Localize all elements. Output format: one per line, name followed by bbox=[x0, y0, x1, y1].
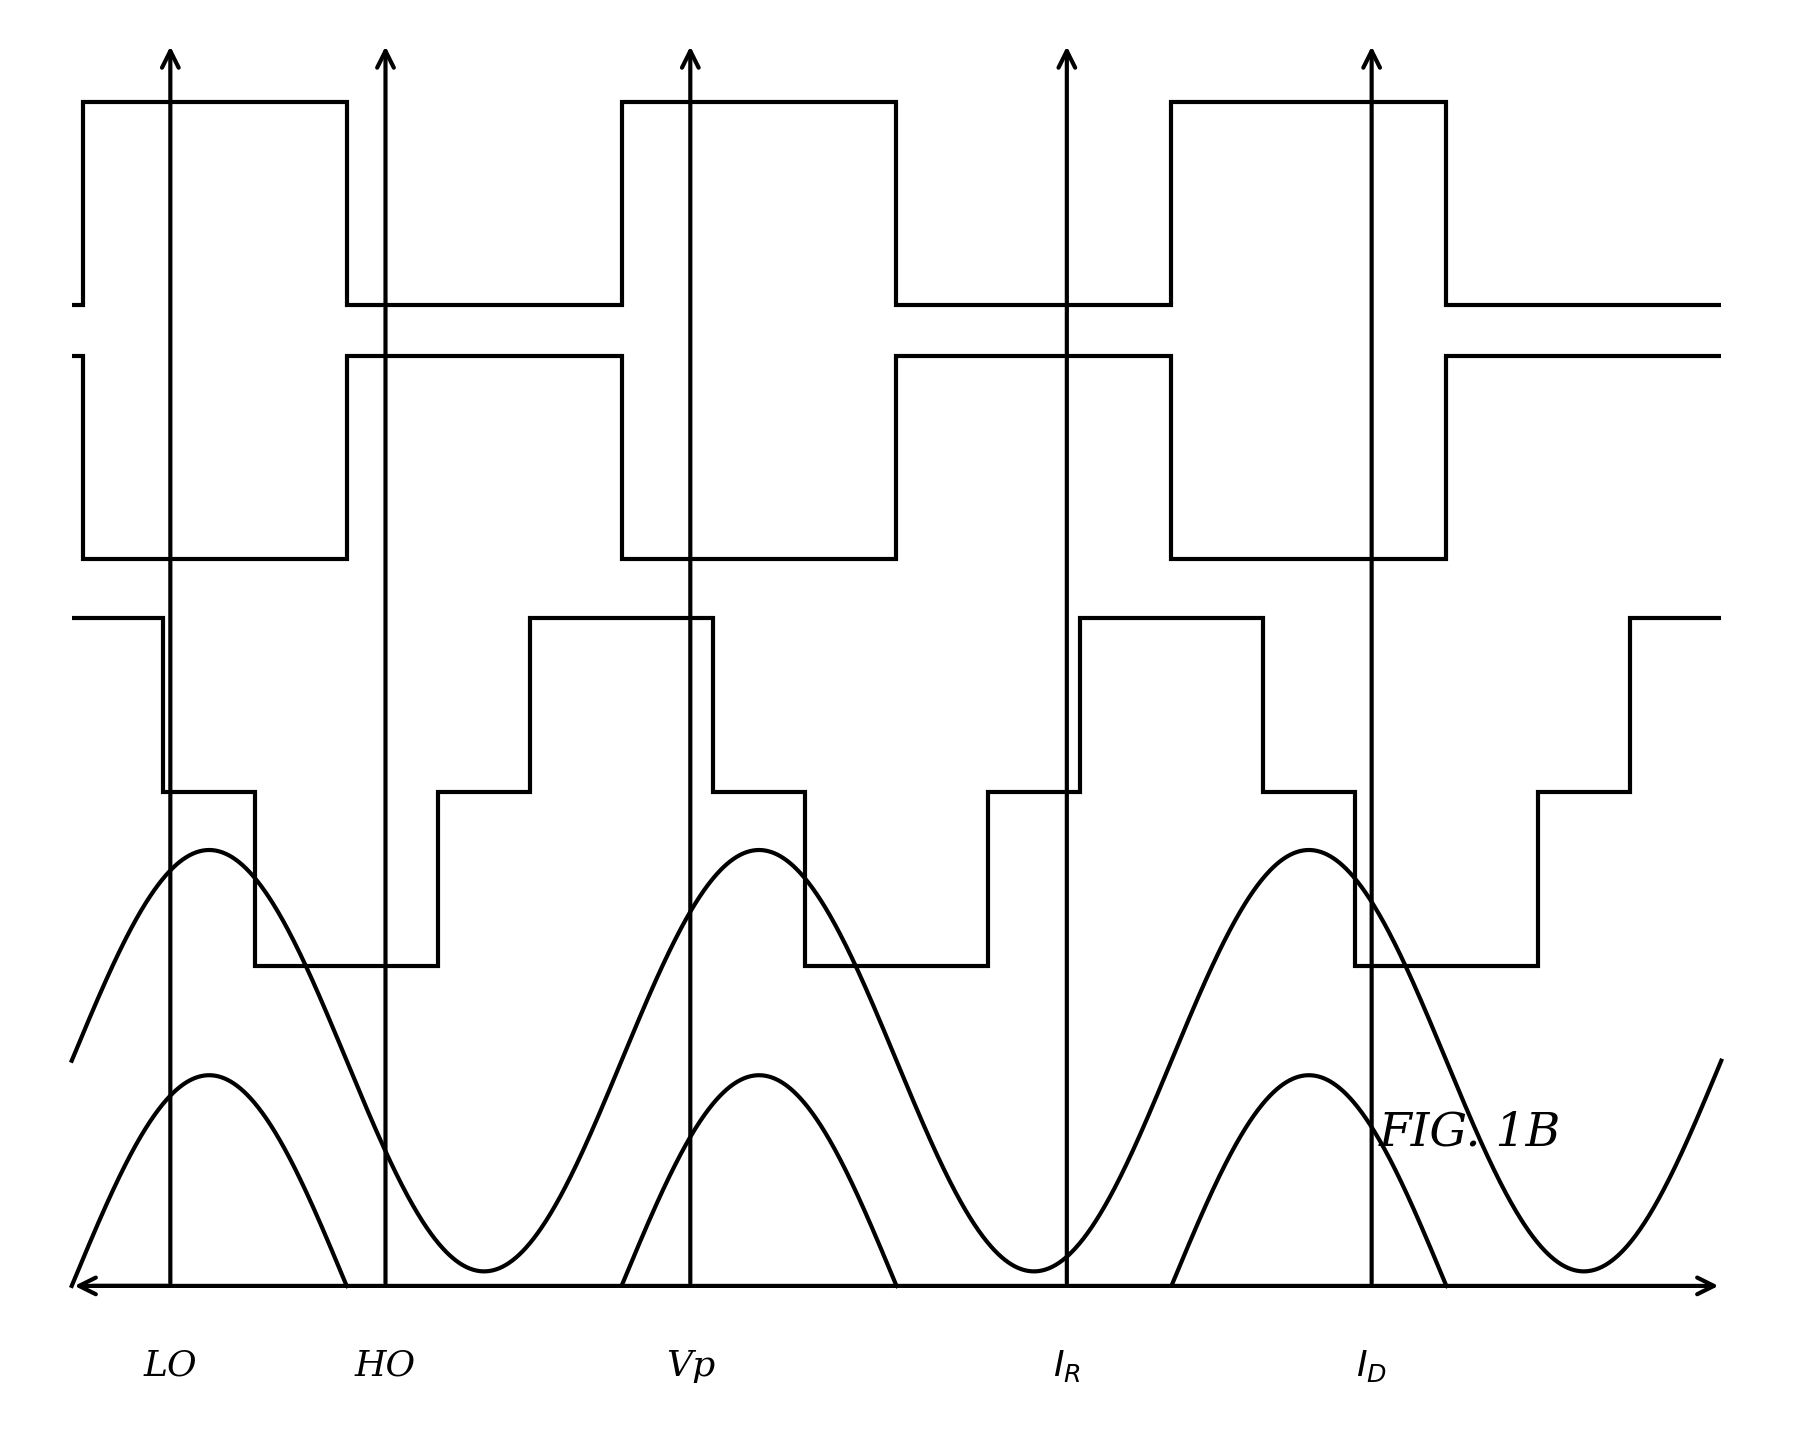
Text: $I_D$: $I_D$ bbox=[1356, 1348, 1388, 1383]
Text: FIG. 1B: FIG. 1B bbox=[1379, 1110, 1562, 1157]
Text: Vp: Vp bbox=[665, 1348, 715, 1383]
Text: LO: LO bbox=[143, 1348, 197, 1383]
Text: HO: HO bbox=[355, 1348, 416, 1383]
Text: $I_R$: $I_R$ bbox=[1052, 1348, 1081, 1383]
